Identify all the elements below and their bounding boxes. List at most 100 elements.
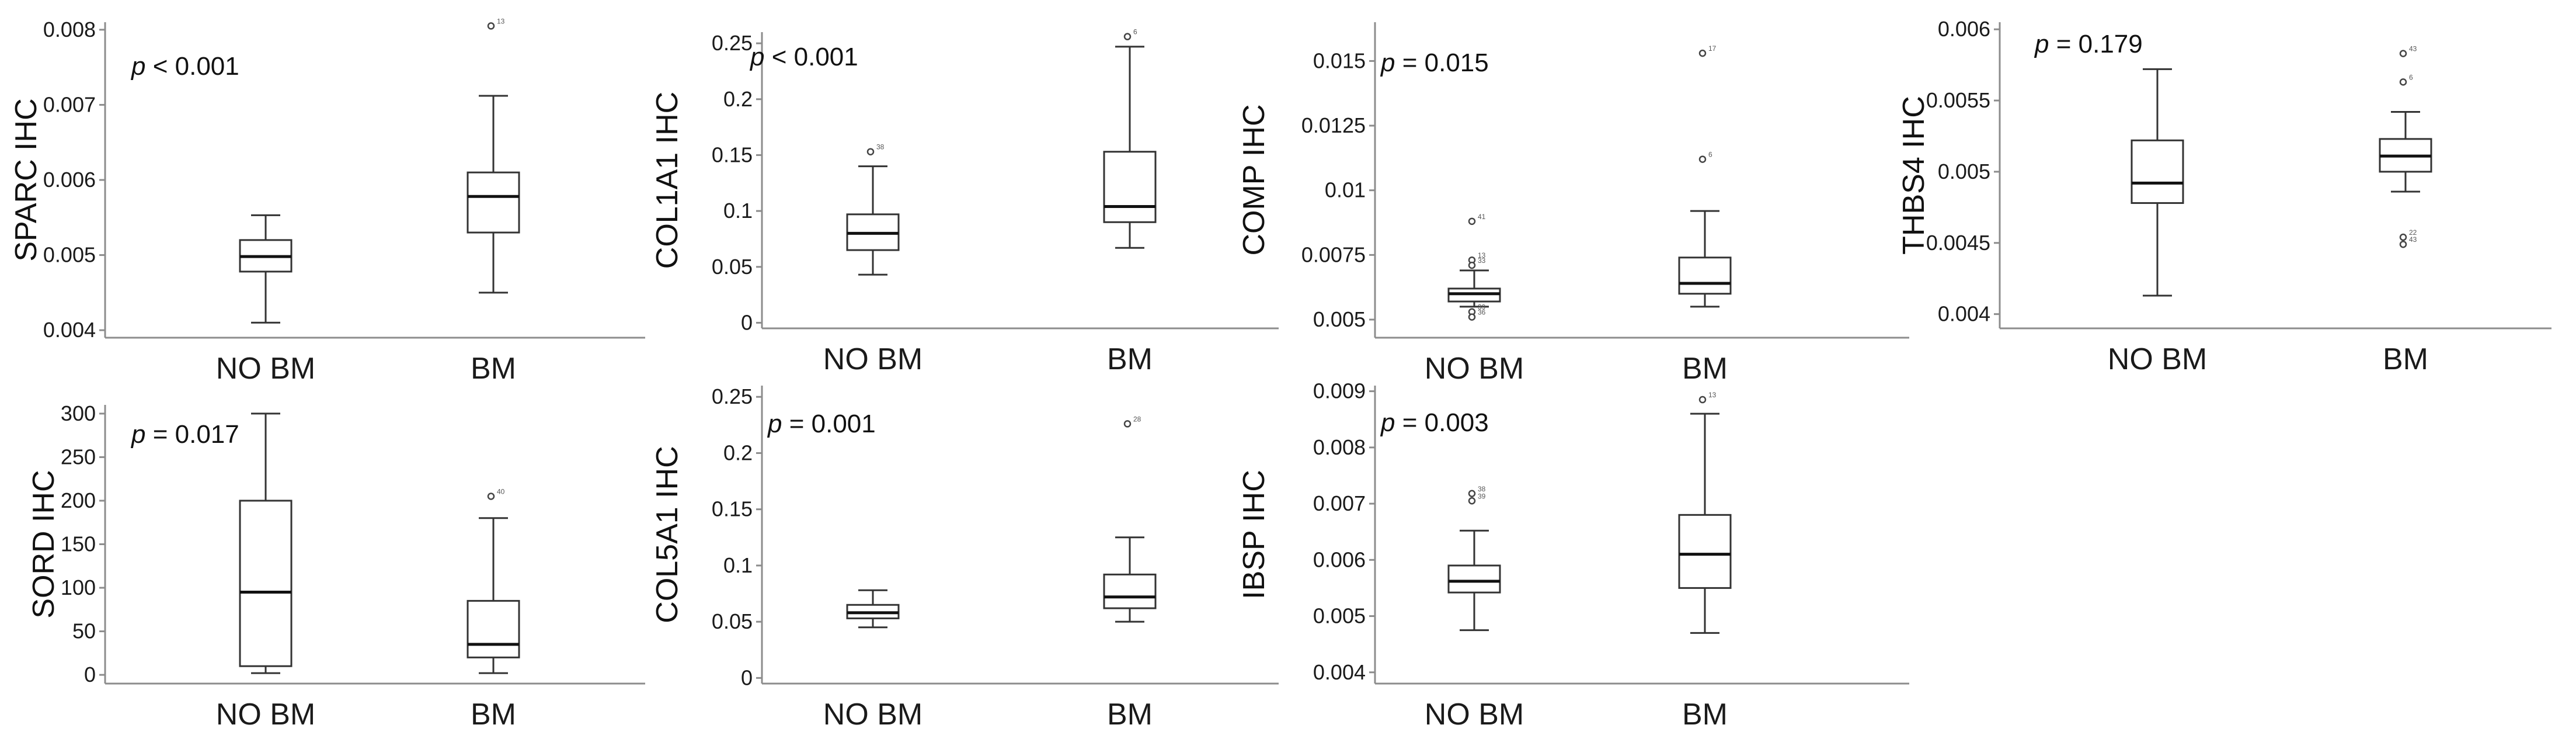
y-tick-label: 0.006 xyxy=(1938,17,1990,41)
x-category-label: BM xyxy=(1682,698,1728,731)
outlier-case-label: 41 xyxy=(1478,213,1486,221)
box-iqr xyxy=(2131,139,2184,204)
y-tick-label: 0.005 xyxy=(1313,604,1366,628)
outlier-case-label: 13 xyxy=(1478,251,1486,259)
outlier-case-label: 6 xyxy=(2409,73,2413,81)
y-tick-label: 0.005 xyxy=(1313,307,1366,331)
y-tick-label: 0.25 xyxy=(712,384,753,408)
x-category-label: BM xyxy=(1107,698,1153,731)
outlier-point xyxy=(2399,240,2407,248)
y-tick-label: 0.05 xyxy=(712,255,753,279)
x-category-label: NO BM xyxy=(823,342,923,376)
x-category-label: NO BM xyxy=(216,352,315,386)
outlier-case-label: 17 xyxy=(1708,44,1717,53)
outlier-point xyxy=(1698,155,1707,163)
y-tick-label: 100 xyxy=(61,575,96,599)
y-axis-title: COL5A1 IHC xyxy=(650,446,684,623)
box-iqr xyxy=(1678,256,1732,295)
y-tick-label: 0.0055 xyxy=(1926,88,1990,112)
y-axis-title: COL1A1 IHC xyxy=(650,92,684,269)
y-tick-label: 0.004 xyxy=(1313,660,1366,684)
outlier-point xyxy=(1468,497,1476,505)
y-tick-label: 0 xyxy=(84,663,96,686)
y-tick-label: 0.008 xyxy=(43,18,96,41)
p-value-label: p = 0.003 xyxy=(1380,408,1489,437)
outlier-case-label: 40 xyxy=(497,488,505,496)
y-tick-label: 150 xyxy=(61,532,96,556)
box-iqr xyxy=(1103,151,1157,223)
y-tick-label: 0.01 xyxy=(1325,178,1366,202)
x-category-label: NO BM xyxy=(2108,342,2207,376)
y-tick-label: 0.008 xyxy=(1313,435,1366,459)
y-axis-title: SPARC IHC xyxy=(9,98,43,261)
y-tick-label: 0.0125 xyxy=(1301,113,1366,137)
y-tick-label: 0.006 xyxy=(43,168,96,192)
y-axis-title: COMP IHC xyxy=(1237,104,1271,255)
outlier-point xyxy=(1698,396,1707,404)
p-value-label: p = 0.017 xyxy=(130,420,239,449)
y-tick-label: 0.004 xyxy=(43,318,96,342)
box-iqr xyxy=(467,171,520,234)
y-tick-label: 0.0075 xyxy=(1301,242,1366,266)
x-category-label: NO BM xyxy=(1425,698,1524,731)
outlier-point xyxy=(487,493,495,500)
y-tick-label: 0.25 xyxy=(712,31,753,55)
outlier-case-label: 13 xyxy=(1708,391,1717,399)
outlier-case-label: 38 xyxy=(876,143,885,151)
x-category-label: NO BM xyxy=(216,698,315,731)
p-value-label: p = 0.179 xyxy=(2034,30,2143,58)
x-category-label: BM xyxy=(471,352,516,386)
outlier-point xyxy=(2399,78,2407,86)
box-iqr xyxy=(1447,564,1501,594)
y-tick-label: 0.007 xyxy=(43,92,96,116)
y-tick-label: 0.1 xyxy=(723,199,753,223)
outlier-point xyxy=(1468,490,1476,498)
outlier-case-label: 6 xyxy=(1133,28,1137,36)
y-axis-title: IBSP IHC xyxy=(1237,470,1271,599)
y-tick-label: 0.2 xyxy=(723,441,753,464)
y-tick-label: 0.006 xyxy=(1313,547,1366,571)
y-tick-label: 0.005 xyxy=(43,243,96,267)
x-category-label: NO BM xyxy=(1425,352,1524,386)
y-axis-title: SORD IHC xyxy=(27,470,61,618)
outlier-case-label: 38 xyxy=(1478,485,1486,493)
y-tick-label: 0 xyxy=(741,665,753,689)
outlier-point xyxy=(1468,261,1476,269)
y-tick-label: 0.009 xyxy=(1313,379,1366,403)
y-axis-title: THBS4 IHC xyxy=(1897,96,1931,255)
y-tick-label: 0.2 xyxy=(723,87,753,111)
y-tick-label: 0.15 xyxy=(712,143,753,167)
outlier-case-label: 28 xyxy=(1133,415,1141,423)
outlier-point xyxy=(1468,313,1476,321)
box-iqr xyxy=(1103,573,1157,609)
outlier-point xyxy=(1123,420,1132,428)
outlier-point xyxy=(1698,49,1707,57)
x-category-label: BM xyxy=(471,698,516,731)
y-tick-label: 50 xyxy=(72,619,96,643)
outlier-case-label: 39 xyxy=(1478,492,1486,500)
box-iqr xyxy=(467,599,520,658)
y-tick-label: 300 xyxy=(61,401,96,425)
p-value-label: p < 0.001 xyxy=(749,43,858,71)
outlier-point xyxy=(866,148,875,155)
y-tick-label: 0.1 xyxy=(723,553,753,577)
outlier-point xyxy=(2399,233,2407,241)
outlier-case-label: 33 xyxy=(1478,256,1486,265)
outlier-point xyxy=(487,22,495,30)
outlier-case-label: 36 xyxy=(1478,308,1486,317)
outlier-case-label: 39 xyxy=(1478,303,1486,311)
y-tick-label: 0 xyxy=(741,310,753,334)
p-value-label: p = 0.001 xyxy=(767,410,876,438)
outlier-case-label: 6 xyxy=(1708,151,1712,159)
outlier-case-label: 43 xyxy=(2409,45,2417,53)
outlier-point xyxy=(2399,50,2407,57)
p-value-label: p < 0.001 xyxy=(130,52,239,81)
outlier-point xyxy=(1468,217,1476,226)
y-tick-label: 250 xyxy=(61,445,96,469)
y-tick-label: 0.005 xyxy=(1938,160,1990,183)
y-tick-label: 200 xyxy=(61,488,96,512)
box-iqr xyxy=(1678,514,1732,589)
x-category-label: BM xyxy=(2383,342,2428,376)
x-category-label: BM xyxy=(1682,352,1728,386)
